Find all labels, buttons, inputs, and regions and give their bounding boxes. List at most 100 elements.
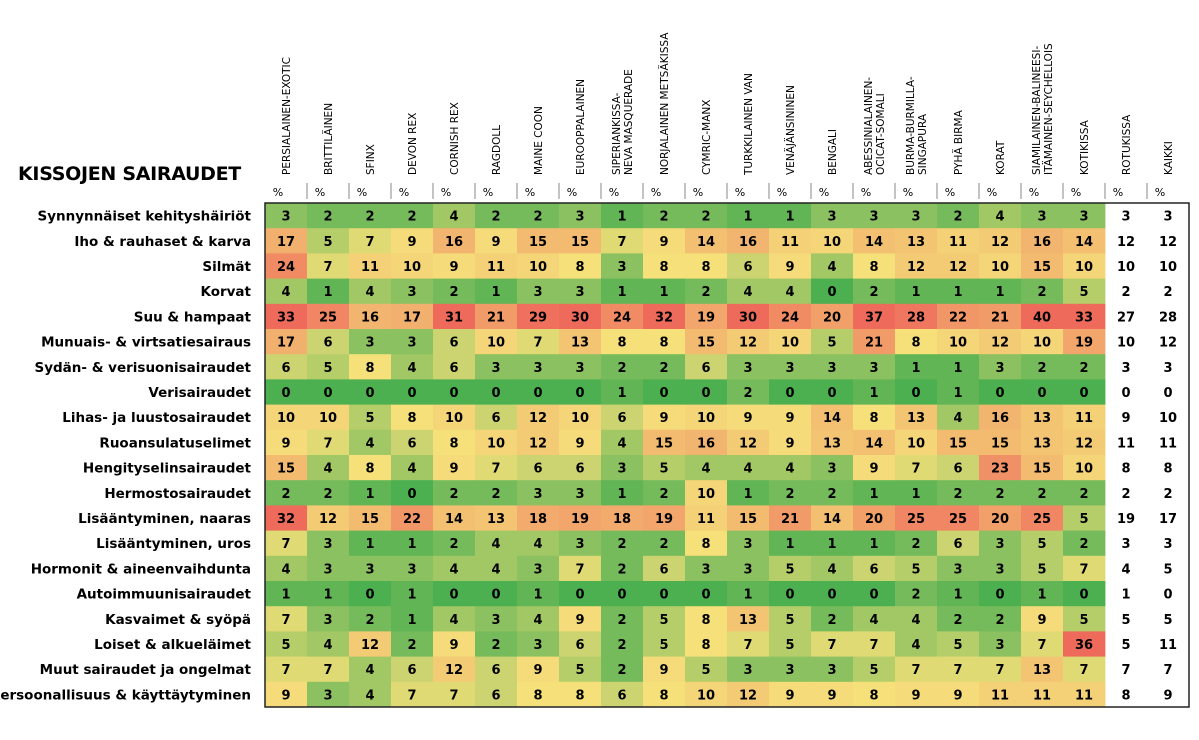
cell-value: 0 bbox=[995, 588, 1004, 603]
heatmap-cell bbox=[979, 555, 1022, 582]
cell-value: 6 bbox=[449, 336, 458, 351]
cell-value: 11 bbox=[949, 235, 967, 250]
cell-value: 3 bbox=[533, 285, 542, 300]
cell-value: 16 bbox=[697, 436, 715, 451]
cell-value: 2 bbox=[1037, 361, 1046, 376]
percent-label: % bbox=[1113, 186, 1123, 199]
chart-title: KISSOJEN SAIRAUDET bbox=[18, 163, 241, 185]
cell-value: 1 bbox=[617, 386, 626, 401]
column-header-label: SINGAPURA bbox=[917, 113, 929, 175]
heatmap-cell bbox=[391, 203, 434, 229]
cell-value: 13 bbox=[823, 436, 841, 451]
cell-value: 4 bbox=[701, 462, 710, 477]
heatmap-cell bbox=[727, 505, 770, 531]
cell-value: 9 bbox=[449, 260, 458, 275]
heatmap-cell bbox=[685, 404, 728, 431]
cell-value: 12 bbox=[1117, 235, 1135, 250]
column-header-label: PERSIALAINEN-EXOTIC bbox=[281, 57, 293, 175]
heatmap-cell bbox=[979, 631, 1022, 657]
heatmap-cell bbox=[769, 303, 812, 330]
heatmap-cell bbox=[475, 681, 518, 708]
heatmap-cell bbox=[475, 278, 518, 305]
cell-value: 23 bbox=[991, 462, 1009, 477]
heatmap-cell bbox=[1063, 379, 1106, 405]
heatmap-cells: 3 2 2 2 4 2 2 3 1 2 2 1 1 3 3 3 2 4 3 3 3 317 5 7 9 16 9 15 15 7 9 14 16… bbox=[265, 203, 1177, 708]
heatmap-cell bbox=[979, 480, 1022, 506]
cell-value: 4 bbox=[281, 285, 290, 300]
cell-value: 9 bbox=[659, 663, 668, 678]
row-label: Korvat bbox=[200, 284, 251, 300]
heatmap-cell bbox=[937, 505, 980, 531]
cell-value: 1 bbox=[365, 487, 374, 502]
heatmap-cell bbox=[937, 253, 980, 279]
cell-value: 12 bbox=[361, 638, 379, 653]
column-header-label: ABESSINIALAINEN- bbox=[863, 77, 875, 175]
cell-value: 2 bbox=[449, 487, 458, 502]
heatmap-cell bbox=[307, 253, 350, 279]
column-headers: PERSIALAINEN-EXOTIC%BRITTILÄINEN%SFINX%D… bbox=[273, 32, 1175, 199]
row-label: Hormonit & aineenvaihdunta bbox=[31, 561, 251, 577]
cell-value: 2 bbox=[953, 210, 962, 225]
cell-value: 9 bbox=[449, 638, 458, 653]
cell-value: 0 bbox=[617, 588, 626, 603]
heatmap-cell bbox=[1063, 329, 1106, 355]
heatmap-cell bbox=[433, 681, 476, 708]
cell-value: 17 bbox=[1159, 512, 1177, 527]
heatmap-cell bbox=[433, 455, 476, 481]
cell-value: 3 bbox=[953, 562, 962, 577]
heatmap-cell bbox=[433, 656, 476, 683]
cell-value: 11 bbox=[487, 260, 505, 275]
heatmap-cell bbox=[265, 303, 308, 330]
cell-value: 4 bbox=[365, 688, 374, 703]
cell-value: 1 bbox=[869, 386, 878, 401]
cell-value: 4 bbox=[491, 537, 500, 552]
heatmap-cell bbox=[601, 480, 644, 506]
cell-value: 2 bbox=[953, 613, 962, 628]
heatmap-cell bbox=[307, 656, 350, 683]
cell-value: 10 bbox=[949, 336, 967, 351]
heatmap-cell bbox=[685, 581, 728, 607]
cell-value: 4 bbox=[953, 411, 962, 426]
cell-value: 15 bbox=[1033, 260, 1051, 275]
cell-value: 14 bbox=[823, 411, 841, 426]
cell-value: 3 bbox=[827, 210, 836, 225]
cell-value: 1 bbox=[869, 537, 878, 552]
cell-value: 0 bbox=[659, 588, 668, 603]
percent-label: % bbox=[1071, 186, 1081, 199]
cell-value: 10 bbox=[1075, 462, 1093, 477]
cell-value: 3 bbox=[1163, 537, 1172, 552]
cell-value: 12 bbox=[739, 336, 757, 351]
heatmap-cell bbox=[979, 455, 1022, 481]
heatmap-cell bbox=[475, 505, 518, 531]
cell-value: 3 bbox=[617, 462, 626, 477]
heatmap-cell bbox=[979, 379, 1022, 405]
cell-value: 5 bbox=[785, 613, 794, 628]
cell-value: 1 bbox=[953, 386, 962, 401]
heatmap-cell bbox=[265, 379, 308, 405]
cell-value: 15 bbox=[697, 336, 715, 351]
heatmap-cell bbox=[769, 681, 812, 708]
heatmap-cell bbox=[601, 555, 644, 582]
heatmap-cell bbox=[643, 681, 686, 708]
cell-value: 8 bbox=[911, 336, 920, 351]
heatmap-cell bbox=[517, 606, 560, 632]
column-header: BURMA-BURMILLA- SINGAPURA% bbox=[903, 76, 929, 199]
row-label: Sydän- & verisuonisairaudet bbox=[34, 360, 251, 376]
heatmap-cell bbox=[1063, 505, 1106, 531]
cell-value: 1 bbox=[743, 210, 752, 225]
percent-label: % bbox=[399, 186, 409, 199]
cell-value: 1 bbox=[953, 361, 962, 376]
heatmap-cell bbox=[727, 404, 770, 431]
cell-value: 3 bbox=[617, 260, 626, 275]
cell-value: 16 bbox=[361, 310, 379, 325]
cell-value: 3 bbox=[533, 487, 542, 502]
heatmap-cell bbox=[349, 480, 392, 506]
cell-value: 5 bbox=[827, 336, 836, 351]
cell-value: 30 bbox=[571, 310, 589, 325]
cell-value: 1 bbox=[785, 537, 794, 552]
cell-value: 12 bbox=[739, 436, 757, 451]
cell-value: 7 bbox=[1079, 562, 1088, 577]
column-header-label: VENÄJÄNSININEN bbox=[784, 85, 797, 175]
cell-value: 0 bbox=[575, 588, 584, 603]
cell-value: 24 bbox=[781, 310, 799, 325]
